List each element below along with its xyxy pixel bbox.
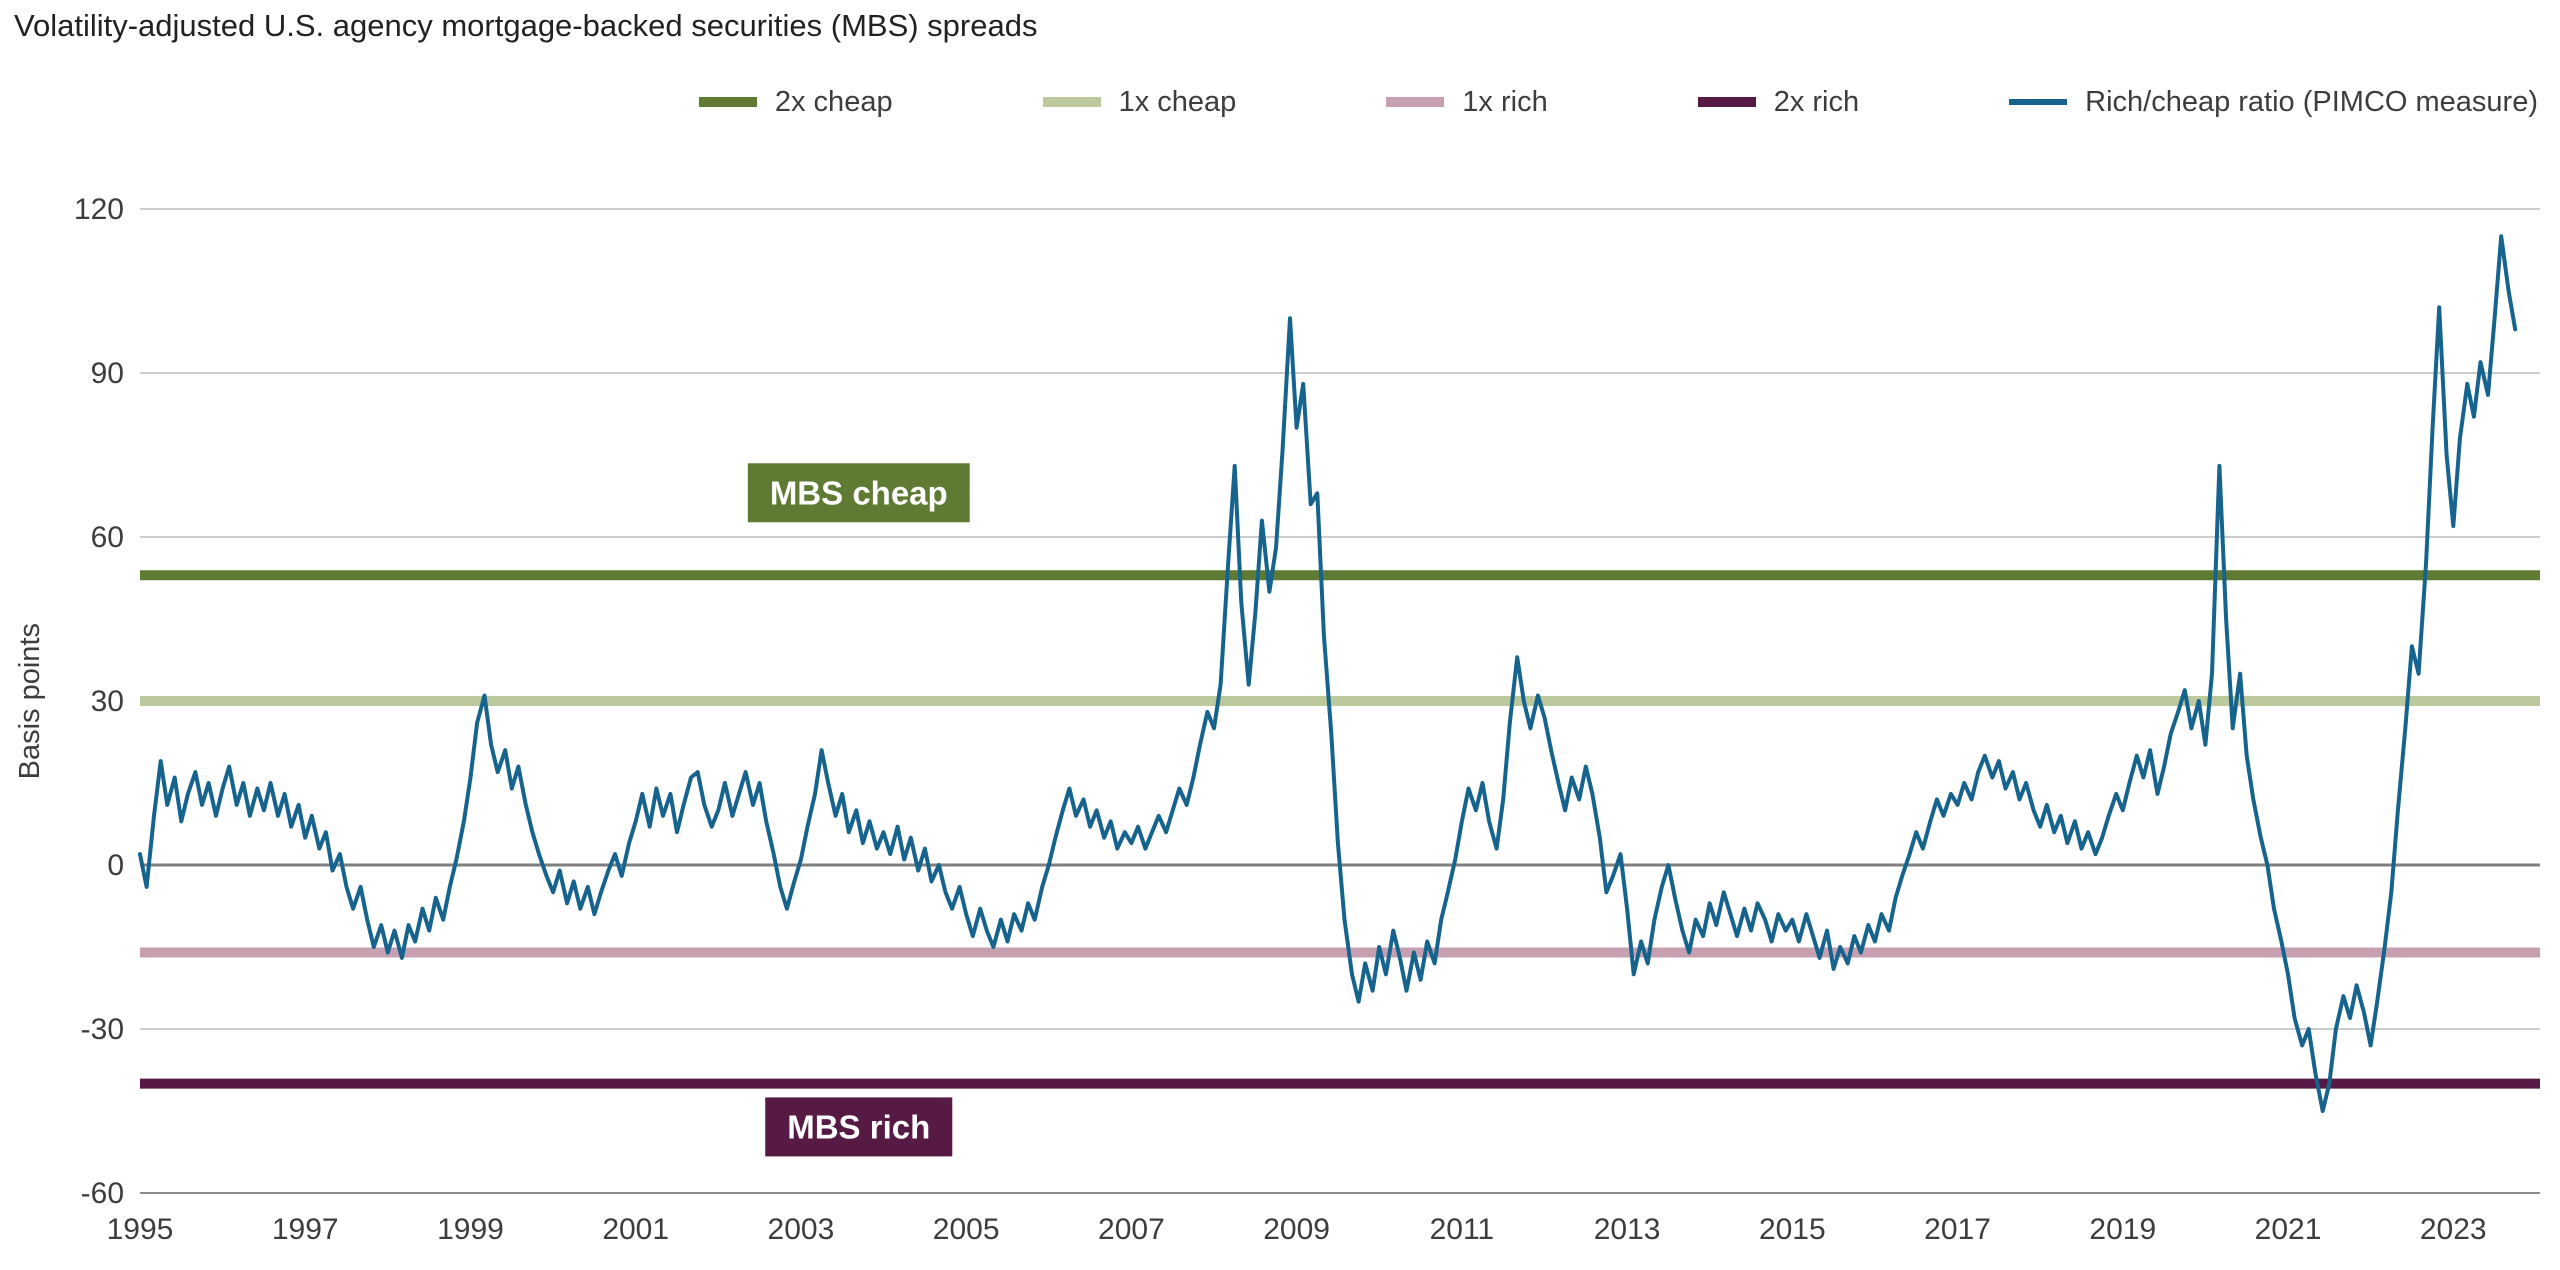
x-tick-label: 1999 bbox=[437, 1213, 504, 1246]
y-tick-label: 30 bbox=[91, 685, 124, 718]
x-tick-label: 2021 bbox=[2255, 1213, 2322, 1246]
x-tick-label: 2005 bbox=[933, 1213, 1000, 1246]
chart-legend: 2x cheap 1x cheap 1x rich 2x rich Rich/cheap… bbox=[698, 80, 2538, 124]
legend-swatch-icon bbox=[1042, 97, 1101, 107]
x-tick-label: 2011 bbox=[1430, 1213, 1495, 1246]
y-tick-label: -30 bbox=[81, 1013, 124, 1046]
legend-item-2x-cheap: 2x cheap bbox=[698, 85, 893, 119]
legend-item-rich-cheap-ratio-pimco-measure-: Rich/cheap ratio (PIMCO measure) bbox=[2009, 86, 2538, 119]
legend-swatch-icon bbox=[2009, 99, 2068, 105]
x-tick-label: 2001 bbox=[602, 1213, 669, 1246]
legend-label: Rich/cheap ratio (PIMCO measure) bbox=[2085, 85, 2538, 118]
x-tick-label: 2013 bbox=[1594, 1213, 1661, 1246]
x-tick-label: 2023 bbox=[2420, 1213, 2487, 1246]
y-tick-label: 60 bbox=[91, 521, 124, 554]
legend-label: 1x rich bbox=[1462, 85, 1548, 118]
legend-swatch-icon bbox=[1697, 97, 1756, 107]
legend-label: 2x rich bbox=[1773, 85, 1860, 118]
x-tick-label: 2009 bbox=[1263, 1213, 1330, 1246]
legend-item-1x-rich: 1x rich bbox=[1386, 85, 1548, 119]
x-tick-label: 1995 bbox=[107, 1213, 174, 1246]
x-tick-label: 2003 bbox=[768, 1213, 835, 1246]
annotation-label-mbs-cheap: MBS cheap bbox=[770, 474, 948, 511]
y-tick-label: 120 bbox=[74, 193, 124, 226]
series-line-richcheap-ratio bbox=[138, 234, 2518, 1113]
x-tick-label: 2019 bbox=[2089, 1213, 2156, 1246]
y-tick-label: 90 bbox=[91, 357, 124, 390]
x-tick-label: 2007 bbox=[1098, 1213, 1165, 1246]
legend-swatch-icon bbox=[698, 97, 757, 107]
x-tick-label: 2015 bbox=[1759, 1213, 1826, 1246]
annotation-box bbox=[765, 1097, 953, 1157]
legend-label: 1x cheap bbox=[1118, 85, 1237, 118]
legend-item-1x-cheap: 1x cheap bbox=[1042, 85, 1237, 119]
y-tick-label: 0 bbox=[107, 849, 124, 882]
annotation-label-mbs-rich: MBS rich bbox=[787, 1108, 930, 1145]
y-tick-label: -60 bbox=[81, 1177, 124, 1210]
x-tick-label: 2017 bbox=[1924, 1213, 1991, 1246]
legend-label: 2x cheap bbox=[774, 85, 893, 118]
chart-title: Volatility-adjusted U.S. agency mortgage… bbox=[14, 8, 1038, 43]
legend-swatch-icon bbox=[1386, 97, 1445, 107]
annotation-box bbox=[747, 463, 970, 523]
legend-item-2x-rich: 2x rich bbox=[1697, 85, 1860, 119]
x-tick-label: 1997 bbox=[272, 1213, 339, 1246]
